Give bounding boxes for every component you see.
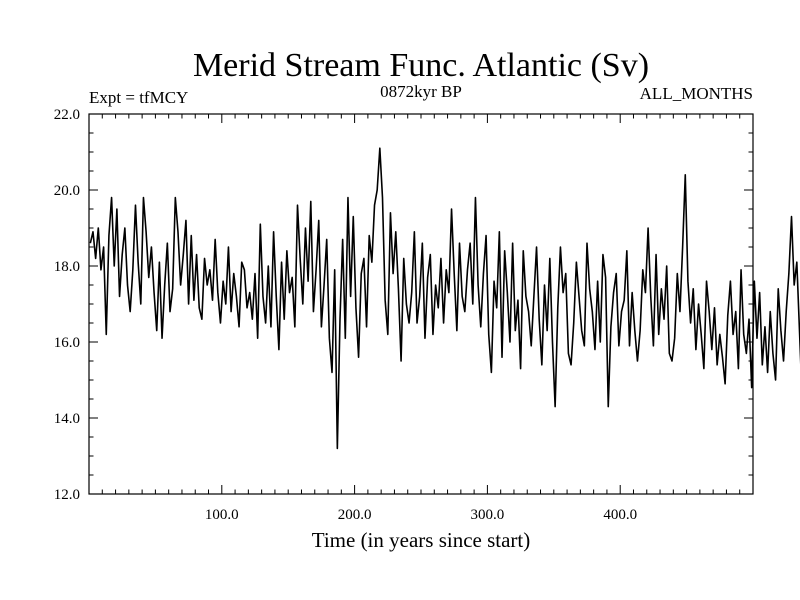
y-tick-label: 18.0 [54,259,80,275]
x-tick-label: 300.0 [471,507,505,523]
y-tick-label: 20.0 [54,183,80,199]
chart-title: Merid Stream Func. Atlantic (Sv) [193,47,649,84]
series-line [89,147,800,450]
y-tick-label: 22.0 [54,107,80,123]
x-axis-label: Time (in years since start) [312,528,531,552]
y-axis [89,132,753,476]
y-tick-label: 14.0 [54,411,80,427]
x-tick-label: 100.0 [205,507,239,523]
y-tick-label: 16.0 [54,335,80,351]
x-axis [101,114,741,494]
x-tick-label: 400.0 [603,507,637,523]
chart-subtitle-right: ALL_MONTHS [640,84,753,103]
chart-subtitle-left: Expt = tfMCY [89,88,188,107]
plot-frame [88,113,754,495]
y-tick-labels: 12.0 14.0 16.0 18.0 20.0 22.0 [54,107,80,503]
x-tick-labels: 100.0 200.0 300.0 400.0 [205,507,637,523]
y-tick-label: 12.0 [54,487,80,503]
x-tick-label: 200.0 [338,507,372,523]
chart-subtitle-center: 0872kyr BP [380,82,462,101]
